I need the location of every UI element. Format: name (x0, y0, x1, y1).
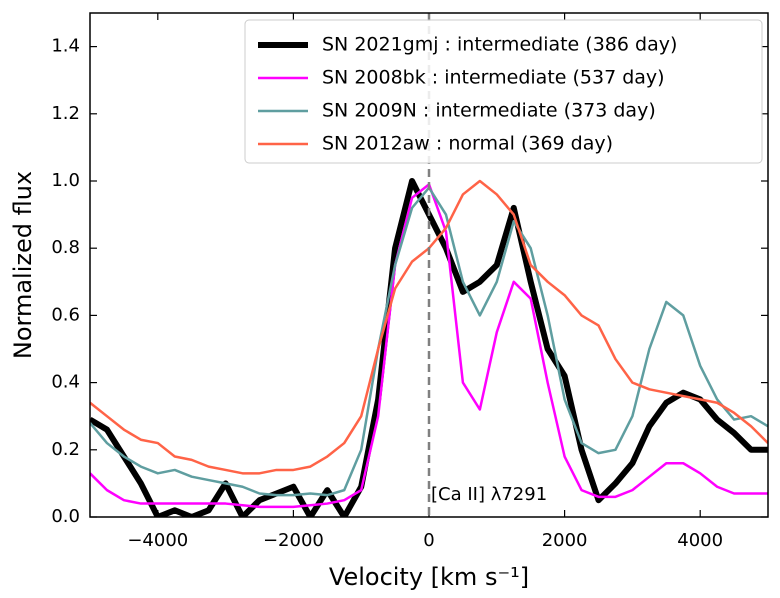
plot-frame (89, 12, 769, 518)
y-tick-label: 0.8 (51, 237, 80, 258)
legend-label: SN 2021gmj : intermediate (386 day) (322, 34, 677, 56)
x-tick-label: 0 (423, 530, 434, 551)
x-tick-label: −2000 (263, 530, 324, 551)
legend-label: SN 2012aw : normal (369 day) (322, 133, 613, 155)
y-tick-label: 0.4 (51, 372, 80, 393)
annotation: [Ca II] λ7291 (431, 484, 547, 505)
y-tick-label: 1.2 (51, 103, 80, 124)
x-tick-label: −4000 (127, 530, 188, 551)
legend: SN 2021gmj : intermediate (386 day) SN 20… (244, 19, 763, 164)
y-axis-label: Normalized flux (9, 171, 37, 359)
y-tick-label: 0.6 (51, 304, 80, 325)
legend-label: SN 2009N : intermediate (373 day) (322, 100, 656, 122)
legend-label: SN 2008bk : intermediate (537 day) (322, 67, 665, 89)
x-tick-label: 2000 (542, 530, 588, 551)
x-axis-label: Velocity [km s⁻¹] (329, 563, 529, 591)
legend-box (244, 19, 763, 164)
y-tick-label: 0.2 (51, 439, 80, 460)
plot-lines (90, 178, 768, 517)
y-tick-label: 1.0 (51, 170, 80, 191)
y-tick-label: 0.0 (51, 506, 80, 527)
series-line (90, 178, 768, 517)
x-tick-label: 4000 (677, 530, 723, 551)
y-tick-label: 1.4 (51, 36, 80, 57)
